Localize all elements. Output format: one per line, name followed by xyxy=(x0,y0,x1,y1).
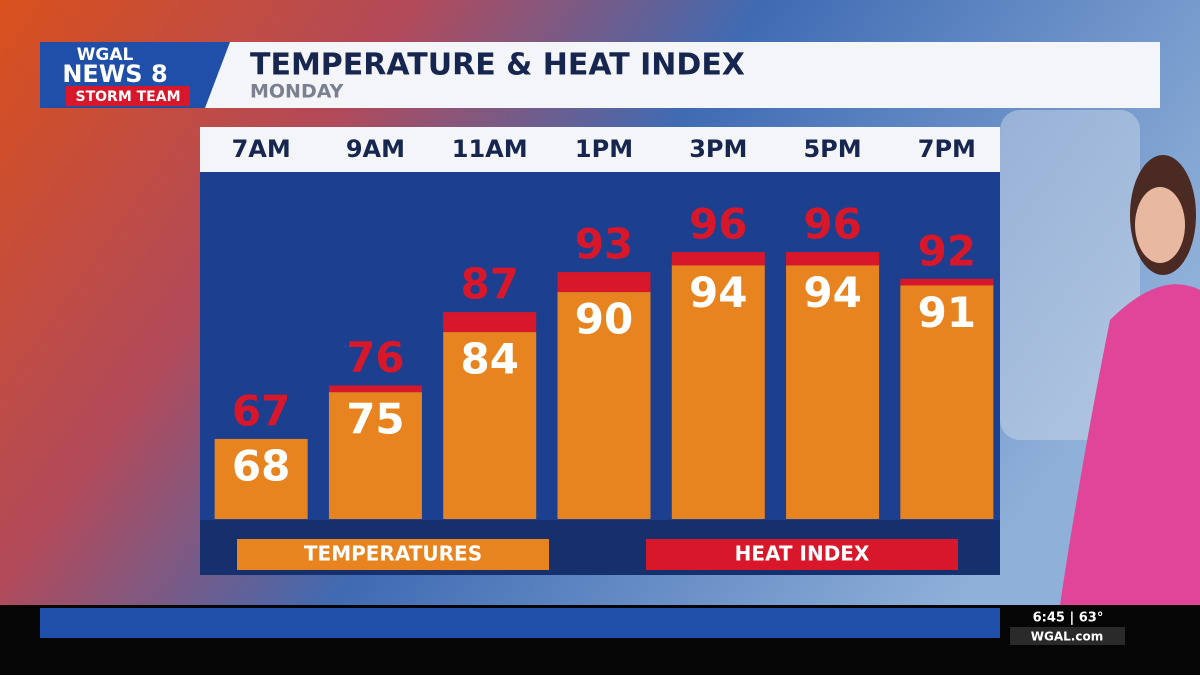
temperature-label: 94 xyxy=(689,268,747,317)
logo-text: WGAL xyxy=(77,45,134,65)
heat-index-label: 93 xyxy=(575,220,633,269)
heat-index-label: 67 xyxy=(232,386,290,435)
temperature-label: 94 xyxy=(803,268,861,317)
x-tick-label: 5PM xyxy=(803,135,861,163)
heat-index-label: 87 xyxy=(460,260,518,309)
temperature-bar xyxy=(671,265,765,519)
x-tick-label: 9AM xyxy=(346,135,405,163)
ticker-site-box xyxy=(1010,627,1125,645)
temperature-bar xyxy=(786,265,880,519)
heat-index-label: 76 xyxy=(346,333,404,382)
x-tick-label: 1PM xyxy=(575,135,633,163)
legend-label: HEAT INDEX xyxy=(735,542,870,566)
legend-swatch xyxy=(237,539,549,570)
heat-index-label: 96 xyxy=(803,200,861,249)
chart-subtitle: MONDAY xyxy=(250,81,344,103)
temperature-bar xyxy=(900,285,994,519)
heat-index-cap xyxy=(557,272,651,293)
chart-title: TEMPERATURE & HEAT INDEX xyxy=(250,48,745,83)
x-tick-label: 3PM xyxy=(689,135,747,163)
temperature-bar xyxy=(557,292,651,519)
ticker-site: WGAL.com xyxy=(1031,630,1103,644)
logo-text: NEWS 8 xyxy=(62,60,167,88)
temperature-label: 90 xyxy=(575,295,633,344)
presenter xyxy=(1060,155,1200,605)
temperature-label: 91 xyxy=(918,288,976,337)
header-bar xyxy=(40,42,1160,108)
heat-index-cap xyxy=(671,252,765,266)
x-tick-label: 7AM xyxy=(232,135,291,163)
temperature-bar xyxy=(214,438,308,519)
heat-index-cap xyxy=(328,385,422,393)
temperature-label: 75 xyxy=(346,395,404,444)
logo-strip xyxy=(66,86,190,106)
temperature-label: 68 xyxy=(232,441,290,490)
temperature-bar xyxy=(328,392,422,519)
ticker-strip xyxy=(40,608,1000,638)
category-band xyxy=(200,127,1000,172)
ticker-time: 6:45 | 63° xyxy=(1033,611,1104,626)
heat-index-cap xyxy=(900,278,994,286)
legend-label: TEMPERATURES xyxy=(304,542,482,566)
legend-swatch xyxy=(646,539,958,570)
temperature-label: 84 xyxy=(460,335,518,384)
logo-text: STORM TEAM xyxy=(76,89,181,105)
heat-index-label: 96 xyxy=(689,200,747,249)
x-tick-label: 11AM xyxy=(452,135,528,163)
heat-index-label: 92 xyxy=(918,226,976,275)
x-tick-label: 7PM xyxy=(918,135,976,163)
heat-index-cap xyxy=(786,252,880,266)
heat-index-cap xyxy=(443,312,537,333)
temperature-bar xyxy=(443,332,537,519)
